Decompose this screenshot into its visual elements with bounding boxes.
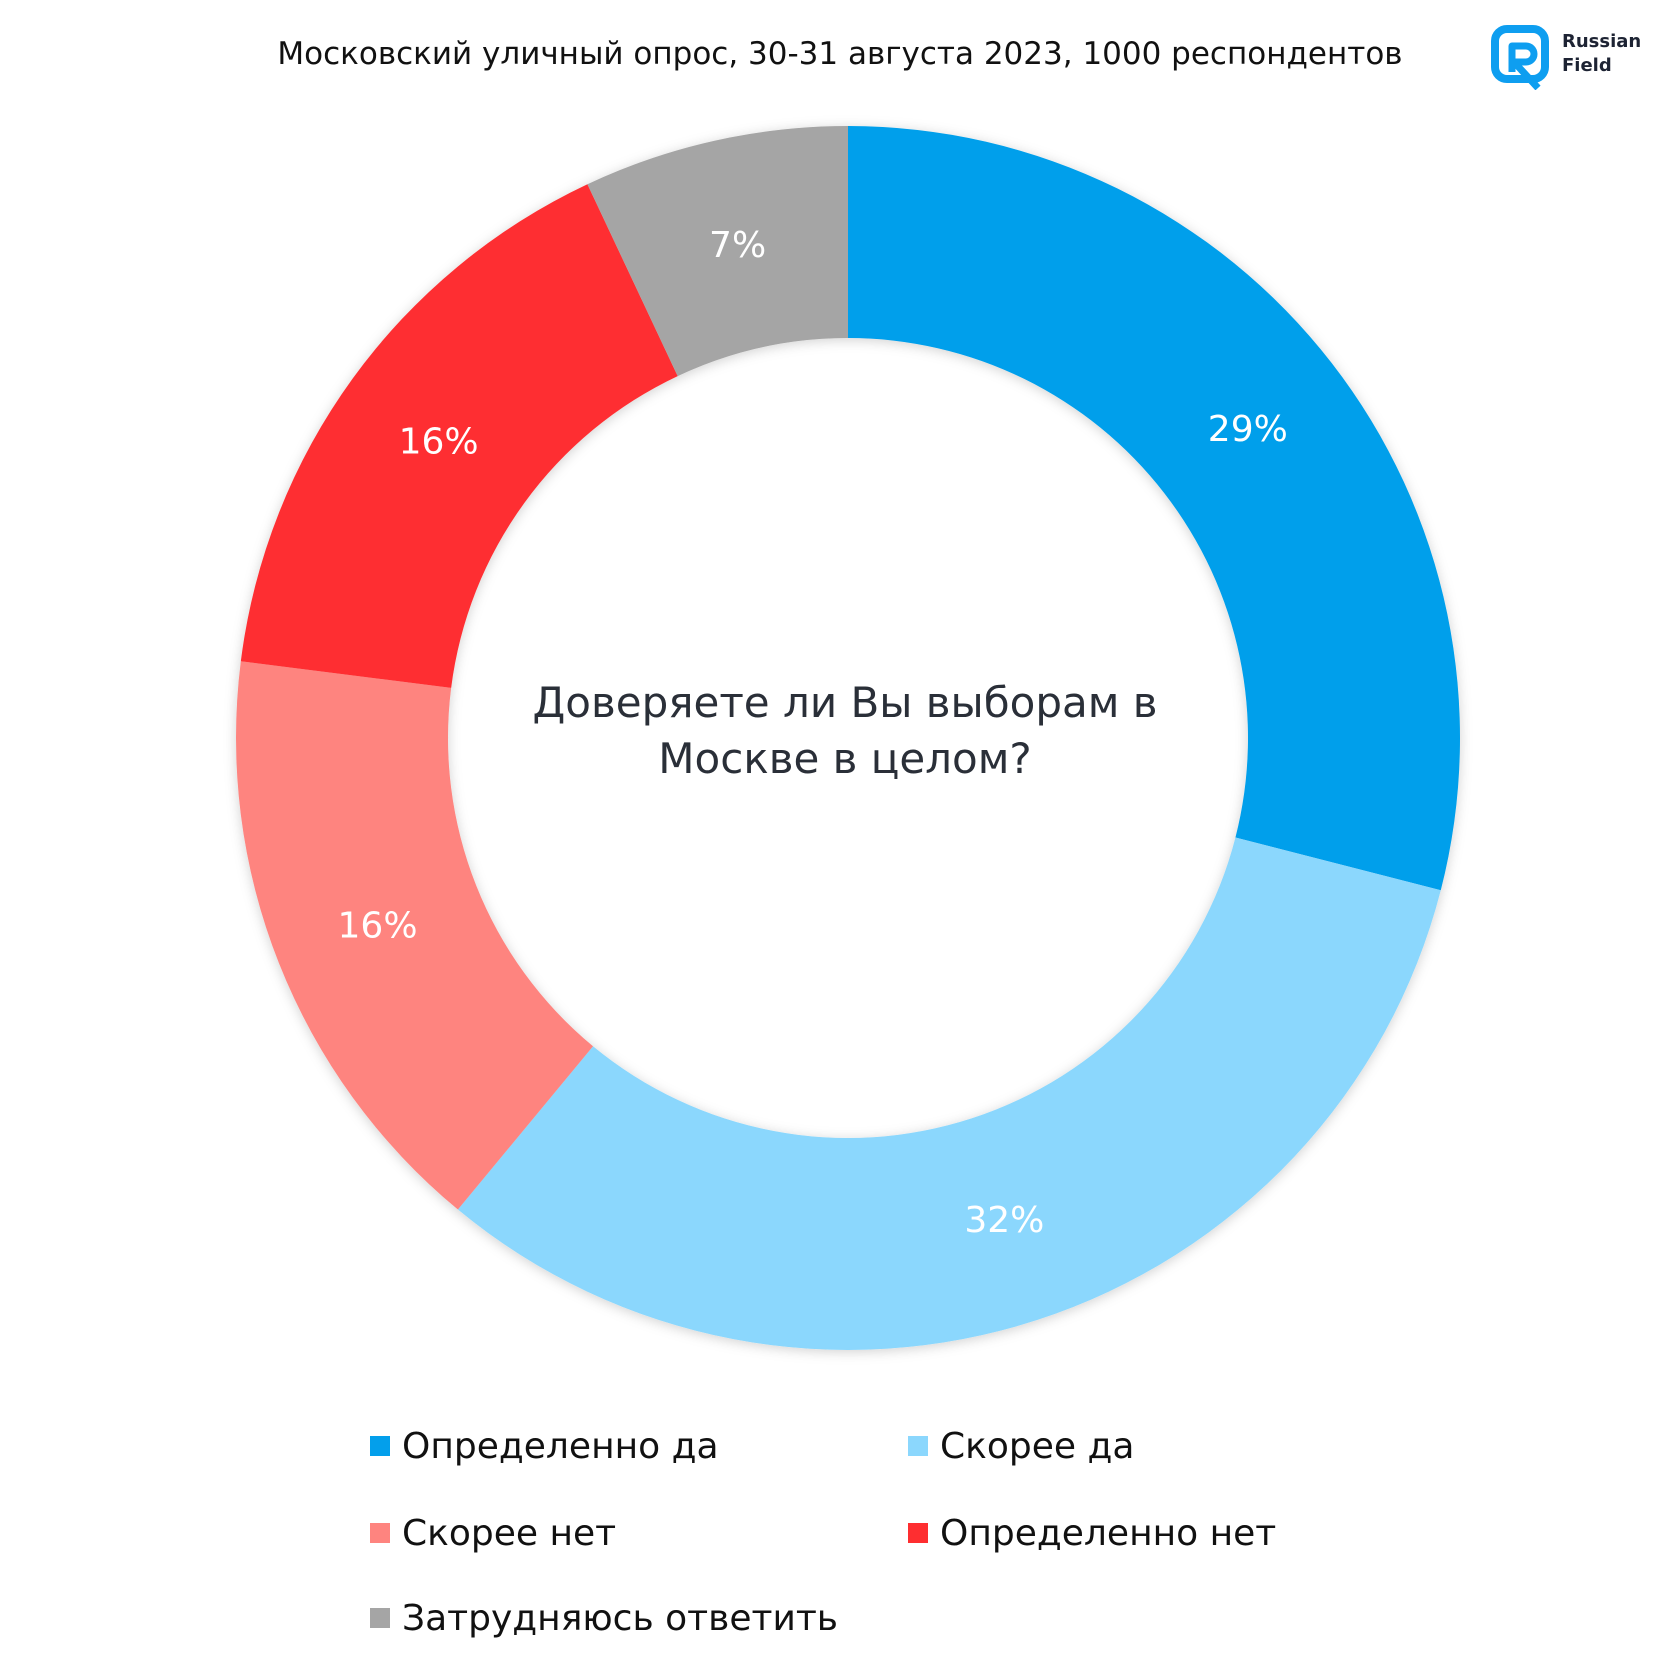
legend-swatch	[908, 1523, 928, 1543]
slice-label-2: 16%	[338, 905, 418, 946]
slice-3	[240, 184, 678, 688]
slice-label-1: 32%	[964, 1200, 1044, 1241]
center-question-line1: Доверяете ли Вы выборам в	[532, 678, 1158, 727]
logo-text-line1: Russian	[1562, 31, 1642, 52]
slice-labels: 29% 32% 16% 16% 7%	[338, 225, 1288, 1241]
legend-label: Определенно да	[402, 1425, 719, 1467]
legend-item-1: Скорее да	[908, 1420, 1134, 1472]
slice-4	[587, 125, 848, 377]
slice-2	[235, 661, 594, 1210]
logo-mark-icon	[1491, 25, 1549, 90]
russian-field-logo: Russian Field	[1490, 22, 1665, 92]
donut-chart: 29% 32% 16% 16% 7%	[235, 125, 1461, 1351]
logo-text-line2: Field	[1562, 55, 1612, 76]
slice-1	[457, 837, 1441, 1351]
legend: Определенно да Скорее да Скорее нет Определ…	[0, 1400, 1680, 1640]
donut-slices	[235, 125, 1461, 1351]
legend-label: Скорее да	[940, 1425, 1135, 1467]
legend-item-3: Определенно нет	[908, 1507, 1276, 1559]
legend-label: Скорее нет	[402, 1512, 617, 1554]
legend-item-2: Скорее нет	[370, 1507, 616, 1559]
slice-label-0: 29%	[1208, 409, 1288, 450]
legend-swatch	[908, 1436, 928, 1456]
legend-label: Определенно нет	[940, 1512, 1277, 1554]
legend-swatch	[370, 1523, 390, 1543]
center-question-line2: Москве в целом?	[658, 734, 1032, 783]
legend-item-4: Затрудняюсь ответить	[370, 1592, 838, 1644]
slice-label-4: 7%	[709, 225, 766, 266]
center-question: Доверяете ли Вы выборам в Москве в целом…	[470, 675, 1220, 787]
legend-swatch	[370, 1436, 390, 1456]
slice-0	[848, 126, 1461, 891]
legend-swatch	[370, 1608, 390, 1628]
legend-item-0: Определенно да	[370, 1420, 719, 1472]
slice-label-3: 16%	[399, 422, 479, 463]
legend-label: Затрудняюсь ответить	[402, 1597, 839, 1639]
chart-title: Московский уличный опрос, 30-31 августа …	[277, 36, 1403, 72]
